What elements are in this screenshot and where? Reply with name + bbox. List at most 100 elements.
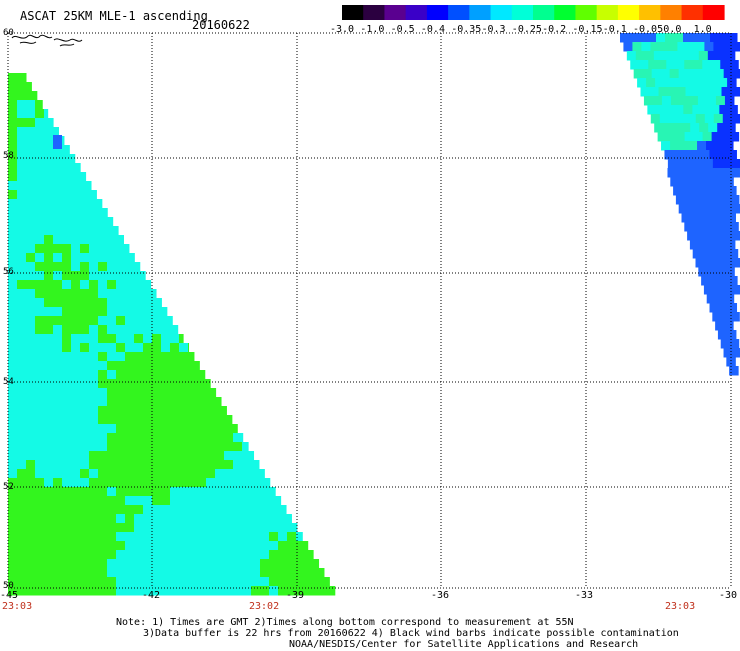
data-cell (17, 451, 27, 461)
data-cell (143, 388, 153, 398)
data-cell (89, 226, 99, 236)
data-cell (731, 42, 740, 52)
data-cell (53, 514, 63, 524)
data-cell (143, 370, 153, 380)
data-cell (197, 586, 207, 596)
data-cell (323, 577, 330, 587)
data-cell (125, 289, 135, 299)
data-cell (732, 231, 740, 241)
data-cell (80, 487, 90, 497)
data-cell (35, 253, 45, 263)
data-cell (17, 181, 27, 191)
data-cell (26, 577, 36, 587)
data-cell (44, 325, 54, 335)
data-cell (233, 577, 243, 587)
data-cell (125, 379, 135, 389)
data-cell (233, 478, 243, 488)
product-title: ASCAT 25KM MLE-1 ascending (20, 9, 208, 23)
data-cell (35, 226, 45, 236)
data-cell (659, 42, 669, 52)
data-cell (233, 433, 243, 443)
data-cell (170, 397, 180, 407)
data-cell (89, 523, 99, 533)
data-cell (98, 568, 108, 578)
data-cell (692, 105, 702, 115)
data-cell (26, 172, 36, 182)
data-cell (152, 343, 162, 353)
data-cell (71, 316, 81, 326)
data-cell (251, 478, 261, 488)
data-cell (704, 114, 715, 124)
data-cell (724, 294, 735, 304)
data-cell (116, 280, 126, 290)
colorbar-label: -0.4 (420, 24, 445, 35)
data-cell (107, 451, 117, 461)
data-cell (134, 523, 144, 533)
data-cell (98, 550, 108, 560)
data-cell (269, 478, 271, 488)
data-cell (632, 42, 642, 52)
data-cell (44, 478, 54, 488)
data-cell (709, 150, 719, 160)
data-cell (296, 550, 306, 560)
data-cell (17, 316, 27, 326)
data-cell (116, 271, 126, 281)
data-cell (314, 559, 320, 569)
data-cell (713, 114, 724, 124)
data-cell (26, 190, 36, 200)
data-cell (71, 325, 81, 335)
data-cell (8, 100, 18, 110)
data-cell (143, 577, 153, 587)
data-cell (107, 487, 117, 497)
data-cell (711, 222, 721, 232)
swath-east (620, 33, 740, 376)
data-cell (233, 523, 243, 533)
data-cell (125, 280, 135, 290)
data-cell (641, 42, 651, 52)
data-cell (17, 505, 27, 515)
data-cell (71, 217, 81, 227)
data-cell (674, 105, 684, 115)
data-cell (44, 226, 54, 236)
data-cell (44, 217, 54, 227)
data-cell (62, 361, 72, 371)
lat-lon-grid (7, 32, 732, 589)
coastline (11, 34, 83, 47)
data-cell (224, 424, 234, 434)
data-cell (206, 406, 216, 416)
data-cell (26, 154, 36, 164)
data-cell (98, 361, 108, 371)
data-cell (314, 586, 324, 596)
data-cell (206, 514, 216, 524)
data-cell (35, 379, 45, 389)
data-cell (89, 478, 99, 488)
data-cell (53, 388, 63, 398)
data-cell (8, 523, 18, 533)
data-cell (729, 366, 739, 376)
data-cell (53, 298, 63, 308)
data-cell (206, 541, 216, 551)
data-cell (143, 298, 153, 308)
data-cell (188, 361, 198, 371)
data-cell (89, 460, 99, 470)
data-cell (17, 388, 27, 398)
data-cell (98, 334, 108, 344)
data-cell (125, 244, 130, 254)
data-cell (206, 451, 216, 461)
data-cell (215, 514, 225, 524)
data-cell (697, 177, 707, 187)
data-cell (17, 469, 27, 479)
data-cell (44, 244, 54, 254)
data-cell (712, 159, 723, 169)
lat-tick-label: 58 (3, 151, 14, 161)
data-cell (8, 559, 18, 569)
data-cell (17, 478, 27, 488)
data-cell (8, 397, 18, 407)
data-cell (62, 568, 72, 578)
data-cell (89, 388, 99, 398)
data-cell (673, 150, 683, 160)
data-cell (719, 105, 729, 115)
data-cell (718, 303, 729, 313)
data-cell (62, 307, 72, 317)
data-cell (71, 343, 81, 353)
